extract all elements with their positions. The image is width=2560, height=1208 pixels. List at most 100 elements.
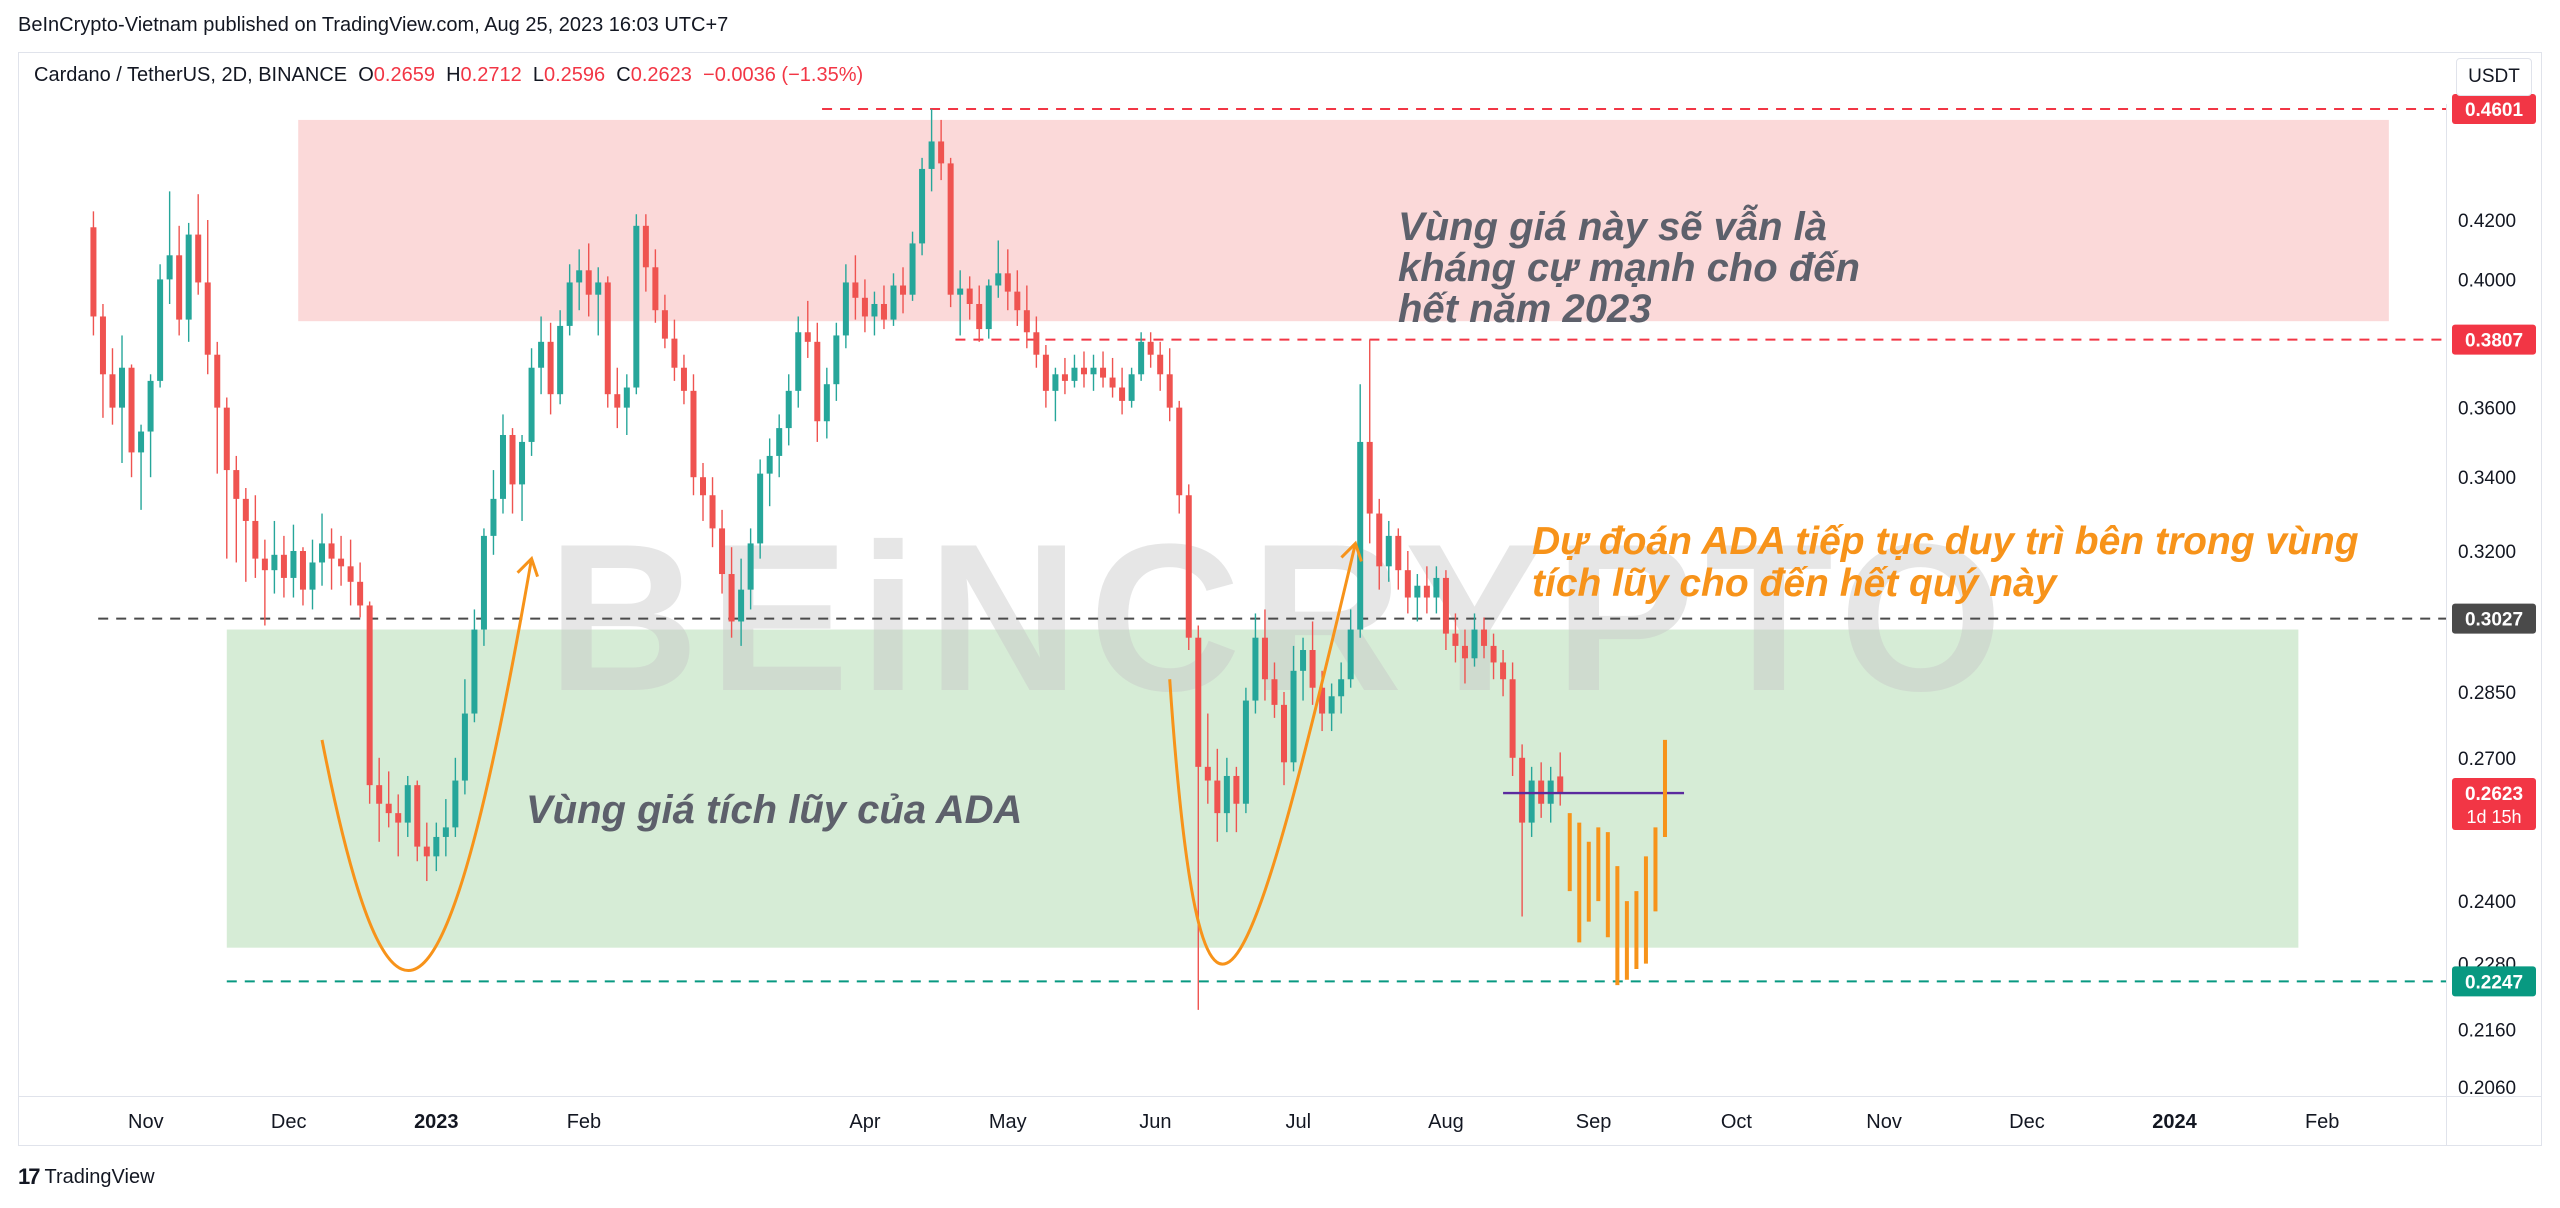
x-tick-label: Apr: [849, 1111, 880, 1133]
candle-body: [414, 785, 421, 847]
candle-body: [1080, 367, 1087, 375]
candle-body: [1100, 367, 1107, 378]
candle-body: [1223, 775, 1230, 814]
candle-body: [1233, 775, 1240, 804]
candle-body: [1319, 687, 1326, 714]
candle-body: [1433, 577, 1440, 598]
candle-body: [766, 455, 773, 474]
candle-body: [1300, 650, 1307, 671]
arrow_right-head: [1340, 540, 1363, 562]
price-tag-label: 0.3027: [2465, 610, 2523, 631]
candle-body: [242, 498, 249, 521]
tradingview-logo[interactable]: 17 TradingView: [18, 1164, 155, 1190]
accumulation-annotation-line: Vùng giá tích lũy của ADA: [526, 788, 1022, 832]
candle-body: [128, 367, 135, 453]
candle-body: [966, 288, 973, 304]
candle-body: [290, 551, 297, 578]
candle-body: [871, 303, 878, 317]
candle-body: [757, 473, 764, 544]
candle-body: [1128, 374, 1135, 401]
candle-body: [252, 520, 259, 559]
candle-body: [814, 341, 821, 422]
candle-body: [1052, 374, 1059, 391]
price-tag-label: 0.2623: [2465, 784, 2523, 805]
candle-body: [442, 827, 449, 837]
candle-body: [680, 367, 687, 391]
candle-body: [347, 566, 354, 582]
candle-body: [223, 407, 230, 471]
candle-body: [633, 225, 640, 388]
candle-body: [1195, 637, 1202, 767]
candle-body: [528, 367, 535, 442]
candle-body: [385, 803, 392, 814]
candle-body: [1004, 273, 1011, 292]
candle-body: [1347, 629, 1354, 680]
candle-body: [1071, 367, 1078, 381]
prediction-annotation-line: tích lũy cho đến hết quý này: [1532, 562, 2059, 605]
x-tick-label: Dec: [271, 1111, 307, 1133]
candle-body: [928, 141, 935, 169]
candle-body: [1166, 374, 1173, 408]
price-tag: [2452, 94, 2536, 125]
low-label: L: [532, 64, 544, 86]
candle-body: [233, 470, 240, 499]
candle-body: [1204, 766, 1211, 781]
close-label: C: [616, 64, 631, 86]
candle-body: [1290, 670, 1297, 763]
candle-body: [671, 338, 678, 368]
candle-body: [652, 267, 659, 311]
candle-body: [99, 316, 106, 375]
candle-body: [852, 282, 859, 298]
candle-body: [1242, 700, 1249, 804]
candle-body: [985, 285, 992, 330]
candle-body: [1490, 645, 1497, 663]
candle-body: [519, 441, 526, 485]
candle-body: [1090, 367, 1097, 375]
tradingview-logo-text: TradingView: [44, 1165, 155, 1188]
candle-body: [338, 558, 345, 567]
time-axis-separator: [18, 1096, 2542, 1097]
candle-body: [1157, 354, 1164, 375]
candle-body: [176, 255, 183, 320]
x-tick-label: Nov: [1866, 1111, 1902, 1133]
candle-body: [157, 279, 164, 381]
candle-body: [995, 273, 1002, 286]
price-tag: [2452, 603, 2536, 634]
candle-body: [900, 285, 907, 295]
y-tick-label: 0.3200: [2458, 542, 2516, 563]
candle-body: [1271, 679, 1278, 705]
currency-button[interactable]: USDT: [2456, 58, 2532, 96]
price-tag: [2452, 966, 2536, 997]
candle-body: [271, 554, 278, 571]
candle-body: [1357, 441, 1364, 630]
candle-body: [595, 282, 602, 295]
y-tick-label: 0.2400: [2458, 892, 2516, 913]
candle-body: [404, 785, 411, 823]
candle-body: [1376, 513, 1383, 567]
candle-body: [395, 813, 402, 823]
symbol-legend[interactable]: Cardano / TetherUS, 2D, BINANCE O0.2659 …: [34, 64, 863, 87]
candle-body: [261, 558, 268, 571]
projection-layer: [1503, 739, 1685, 986]
candle-body: [747, 543, 754, 590]
candle-body: [785, 390, 792, 429]
candle-body: [1014, 291, 1021, 311]
candle-body: [1023, 310, 1030, 333]
candle-body: [538, 341, 545, 368]
x-tick-label: Jul: [1286, 1111, 1312, 1133]
candle-body: [795, 332, 802, 391]
symbol-name[interactable]: Cardano / TetherUS, 2D, BINANCE: [34, 64, 348, 86]
candle-body: [938, 141, 945, 164]
candle-body: [280, 554, 287, 578]
candle-body: [471, 629, 478, 714]
x-tick-label: Jun: [1139, 1111, 1171, 1133]
y-tick-label: 0.2060: [2458, 1078, 2516, 1099]
candle-body: [147, 380, 154, 432]
close-value: 0.2623: [630, 64, 692, 86]
x-tick-label: 2024: [2152, 1111, 2197, 1133]
axes-layer: 0.4200 0.4000 0.3600 0.3400 0.3200 0.2850 0.27…: [128, 94, 2536, 1133]
candle-body: [557, 325, 564, 395]
resistance-annotation-line: hết năm 2023: [1398, 287, 1651, 331]
